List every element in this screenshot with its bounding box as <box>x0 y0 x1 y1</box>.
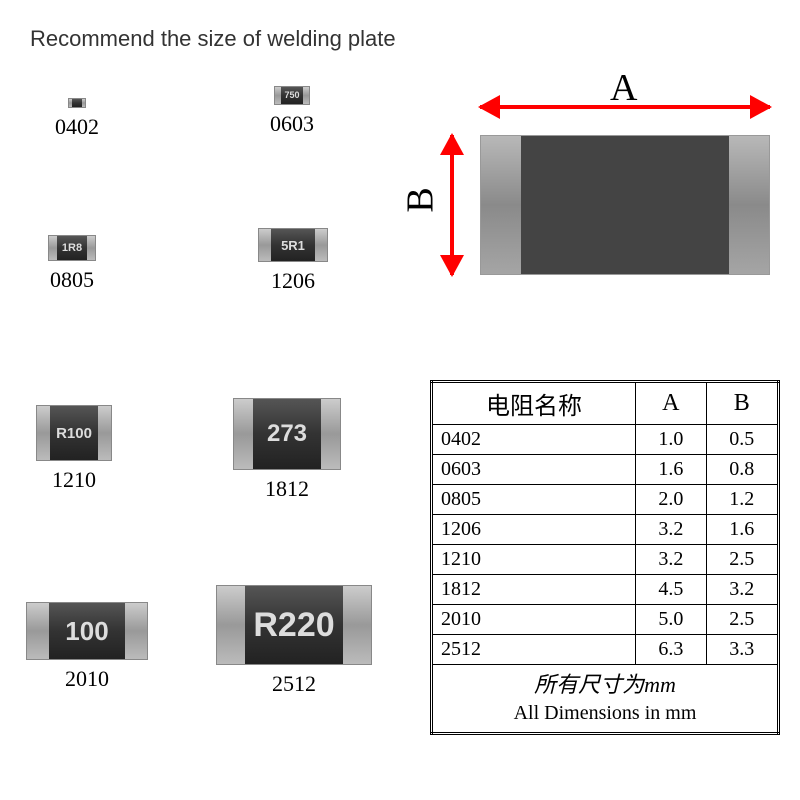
chip-0603: 750 <box>274 86 310 105</box>
table-cell: 1.0 <box>636 425 707 455</box>
table-row: 08052.01.2 <box>432 485 779 515</box>
table-header-row: 电阻名称 A B <box>432 382 779 425</box>
table-row: 06031.60.8 <box>432 455 779 485</box>
chip-2512: R220 <box>216 585 372 665</box>
dimension-label-a: A <box>610 66 637 110</box>
table-cell: 2512 <box>432 635 636 665</box>
chip-marking: R220 <box>253 606 334 645</box>
table-cell: 3.2 <box>636 545 707 575</box>
table-row: 12103.22.5 <box>432 545 779 575</box>
chip-1206: 5R1 <box>258 228 328 262</box>
chip-cap-right <box>729 136 769 274</box>
chip-0805: 1R8 <box>48 235 96 261</box>
table-cell: 4.5 <box>636 575 707 605</box>
component-caption: 0402 <box>55 114 99 140</box>
table-row: 18124.53.2 <box>432 575 779 605</box>
col-name: 电阻名称 <box>432 382 636 425</box>
table-footer: 所有尺寸为mm All Dimensions in mm <box>432 665 779 734</box>
dimensions-table: 电阻名称 A B 04021.00.506031.60.808052.01.21… <box>430 380 780 735</box>
component-1206: 5R1 1206 <box>258 228 328 294</box>
table-cell: 0.8 <box>706 455 778 485</box>
component-1812: 273 1812 <box>233 398 341 502</box>
diagram-chip <box>480 135 770 275</box>
chip-0402 <box>68 98 86 108</box>
table-row: 20105.02.5 <box>432 605 779 635</box>
table-cell: 1812 <box>432 575 636 605</box>
component-caption: 2010 <box>26 666 148 692</box>
table-cell: 1.6 <box>706 515 778 545</box>
component-0805: 1R8 0805 <box>48 235 96 293</box>
table-cell: 3.2 <box>706 575 778 605</box>
table-cell: 6.3 <box>636 635 707 665</box>
component-caption: 1206 <box>258 268 328 294</box>
table-cell: 0402 <box>432 425 636 455</box>
component-2010: 100 2010 <box>26 602 148 692</box>
table-cell: 1210 <box>432 545 636 575</box>
table-cell: 1206 <box>432 515 636 545</box>
component-2512: R220 2512 <box>216 585 372 697</box>
chip-2010: 100 <box>26 602 148 660</box>
arrow-vertical <box>450 135 454 275</box>
col-b: B <box>706 382 778 425</box>
chip-marking: R100 <box>56 425 92 442</box>
table-cell: 5.0 <box>636 605 707 635</box>
dimension-diagram: A B <box>420 60 780 300</box>
component-caption: 1210 <box>36 467 112 493</box>
footer-text-en: All Dimensions in mm <box>514 702 697 724</box>
table-cell: 2.5 <box>706 605 778 635</box>
footer-text-cn: 所有尺寸为mm <box>534 672 676 697</box>
chip-marking: 5R1 <box>281 238 305 253</box>
chip-marking: 273 <box>267 420 307 448</box>
page-title: Recommend the size of welding plate <box>30 26 396 52</box>
component-caption: 2512 <box>216 671 372 697</box>
table-cell: 2.5 <box>706 545 778 575</box>
table-cell: 1.2 <box>706 485 778 515</box>
table-cell: 2.0 <box>636 485 707 515</box>
table-cell: 0.5 <box>706 425 778 455</box>
component-caption: 1812 <box>233 476 341 502</box>
table-row: 04021.00.5 <box>432 425 779 455</box>
component-0402: 0402 <box>55 90 99 140</box>
component-caption: 0805 <box>48 267 96 293</box>
component-1210: R100 1210 <box>36 405 112 493</box>
table-cell: 3.2 <box>636 515 707 545</box>
chip-1210: R100 <box>36 405 112 461</box>
chip-1812: 273 <box>233 398 341 470</box>
table-cell: 3.3 <box>706 635 778 665</box>
component-caption: 0603 <box>270 111 314 137</box>
chip-marking: 100 <box>65 616 108 647</box>
table-cell: 2010 <box>432 605 636 635</box>
table-cell: 0603 <box>432 455 636 485</box>
table-row: 25126.33.3 <box>432 635 779 665</box>
chip-marking: 1R8 <box>62 242 82 254</box>
chip-marking: 750 <box>284 90 299 100</box>
dimension-label-b: B <box>399 187 443 212</box>
component-0603: 750 0603 <box>270 85 314 137</box>
table-row: 12063.21.6 <box>432 515 779 545</box>
chip-cap-left <box>481 136 521 274</box>
table-cell: 1.6 <box>636 455 707 485</box>
col-a: A <box>636 382 707 425</box>
table-cell: 0805 <box>432 485 636 515</box>
